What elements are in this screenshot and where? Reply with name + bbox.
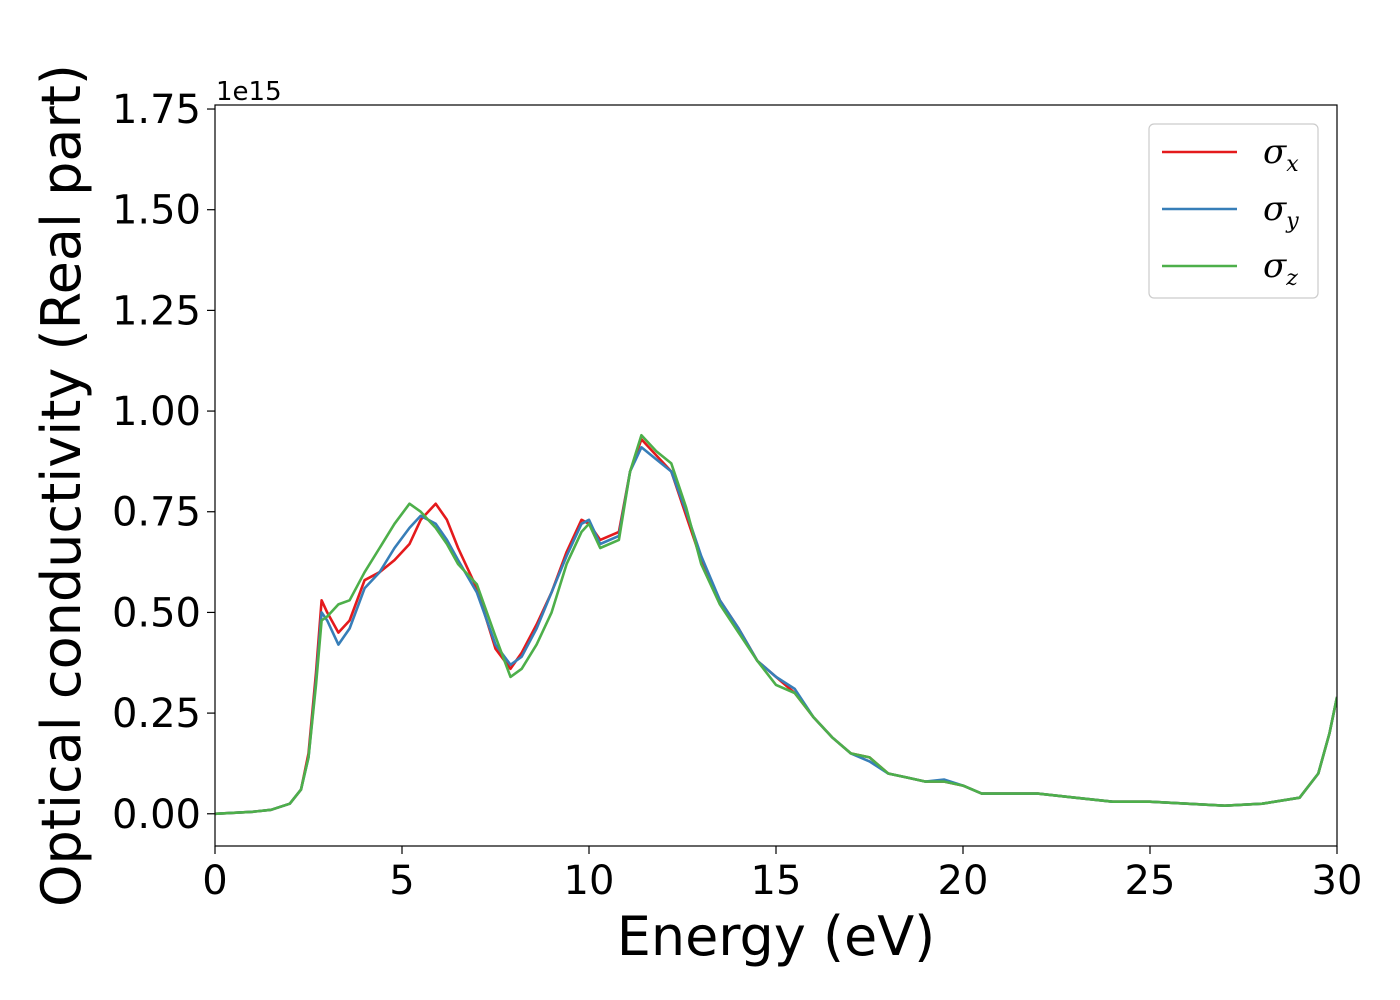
- legend-label-y: σy: [1263, 189, 1299, 234]
- series-line-z: [215, 433, 1337, 816]
- y-axis-title: Optical conductivity (Real part): [30, 64, 93, 907]
- legend-label-x: σx: [1263, 132, 1299, 177]
- y-tick-label: 1.50: [112, 188, 201, 234]
- legend: σx σy σz: [1148, 123, 1319, 299]
- y-tick-label: 1.00: [112, 389, 201, 435]
- x-tick-label: 15: [751, 858, 802, 904]
- x-tick-label: 20: [938, 858, 989, 904]
- legend-label-z: σz: [1263, 246, 1298, 291]
- x-tick-label: 30: [1312, 858, 1363, 904]
- y-tick-label: 0.75: [112, 490, 201, 536]
- x-axis: 0 5 10 15 20 25 30: [202, 846, 1362, 904]
- x-axis-title: Energy (eV): [617, 905, 936, 968]
- y-tick-label: 0.00: [112, 792, 201, 838]
- x-tick-label: 5: [389, 858, 414, 904]
- series-layer: [215, 433, 1337, 816]
- y-axis: 0.00 0.25 0.50 0.75 1.00 1.25 1.50 1.75: [112, 87, 215, 838]
- x-tick-label: 25: [1125, 858, 1176, 904]
- y-tick-label: 0.50: [112, 590, 201, 636]
- y-tick-label: 1.75: [112, 87, 201, 133]
- y-tick-label: 1.25: [112, 288, 201, 334]
- x-tick-label: 10: [564, 858, 615, 904]
- x-tick-label: 0: [202, 858, 227, 904]
- y-tick-label: 0.25: [112, 691, 201, 737]
- y-offset-label: 1e15: [216, 77, 282, 107]
- legend-box: [1148, 123, 1319, 299]
